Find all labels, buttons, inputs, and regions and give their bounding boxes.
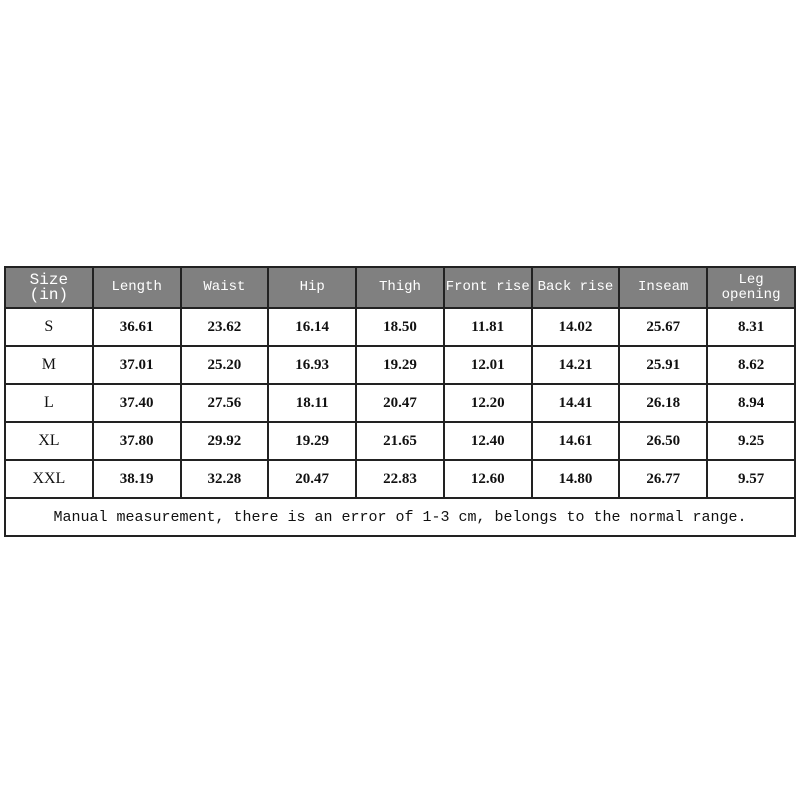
measurement-cell: 25.91: [618, 345, 709, 385]
size-chart-table: Size (in) Length Waist Hip Thigh Front rise Ba…: [4, 266, 796, 537]
size-cell: XXL: [4, 459, 94, 499]
measurement-note: Manual measurement, there is an error of…: [4, 497, 796, 537]
measurement-cell: 21.65: [355, 421, 445, 461]
measurement-cell: 36.61: [91, 307, 182, 347]
measurement-cell: 26.50: [618, 421, 709, 461]
measurement-cell: 12.60: [442, 459, 533, 499]
size-cell: S: [4, 307, 94, 347]
measurement-cell: 18.50: [355, 307, 445, 347]
header-thigh: Thigh: [355, 266, 445, 309]
measurement-cell: 12.20: [442, 383, 533, 423]
measurement-cell: 37.80: [91, 421, 182, 461]
measurement-cell: 12.40: [442, 421, 533, 461]
measurement-cell: 20.47: [355, 383, 445, 423]
measurement-cell: 27.56: [179, 383, 270, 423]
measurement-cell: 14.21: [530, 345, 621, 385]
measurement-cell: 11.81: [442, 307, 533, 347]
table-row: XL 37.80 29.92 19.29 21.65 12.40 14.61 26.50 9.2…: [4, 421, 796, 461]
measurement-cell: 18.11: [267, 383, 358, 423]
measurement-cell: 16.93: [267, 345, 358, 385]
measurement-cell: 22.83: [355, 459, 445, 499]
measurement-cell: 20.47: [267, 459, 358, 499]
size-cell: L: [4, 383, 94, 423]
measurement-cell: 9.25: [706, 421, 796, 461]
measurement-cell: 8.94: [706, 383, 796, 423]
table-row: L 37.40 27.56 18.11 20.47 12.20 14.41 26.18 8.94: [4, 383, 796, 423]
measurement-cell: 25.67: [618, 307, 709, 347]
header-row: Size (in) Length Waist Hip Thigh Front rise Ba…: [4, 266, 796, 309]
header-front-rise: Front rise: [442, 266, 533, 309]
measurement-cell: 14.80: [530, 459, 621, 499]
size-cell: M: [4, 345, 94, 385]
measurement-cell: 23.62: [179, 307, 270, 347]
header-back-rise: Back rise: [530, 266, 621, 309]
header-length: Length: [91, 266, 182, 309]
measurement-cell: 14.02: [530, 307, 621, 347]
table-row: M 37.01 25.20 16.93 19.29 12.01 14.21 25.91 8.62: [4, 345, 796, 385]
measurement-cell: 12.01: [442, 345, 533, 385]
measurement-cell: 14.61: [530, 421, 621, 461]
header-size-line1: Size: [29, 270, 69, 289]
header-size: Size (in): [4, 266, 94, 309]
measurement-cell: 29.92: [179, 421, 270, 461]
measurement-cell: 8.31: [706, 307, 796, 347]
measurement-cell: 26.77: [618, 459, 709, 499]
size-cell: XL: [4, 421, 94, 461]
note-row: Manual measurement, there is an error of…: [4, 497, 796, 537]
header-waist: Waist: [179, 266, 270, 309]
measurement-cell: 8.62: [706, 345, 796, 385]
measurement-cell: 19.29: [267, 421, 358, 461]
measurement-cell: 26.18: [618, 383, 709, 423]
measurement-cell: 32.28: [179, 459, 270, 499]
header-size-line2: (in): [29, 285, 69, 304]
measurement-cell: 14.41: [530, 383, 621, 423]
table-row: S 36.61 23.62 16.14 18.50 11.81 14.02 25.67 8.31: [4, 307, 796, 347]
measurement-cell: 37.01: [91, 345, 182, 385]
header-inseam: Inseam: [618, 266, 709, 309]
header-hip: Hip: [267, 266, 358, 309]
measurement-cell: 25.20: [179, 345, 270, 385]
measurement-cell: 16.14: [267, 307, 358, 347]
measurement-cell: 19.29: [355, 345, 445, 385]
measurement-cell: 38.19: [91, 459, 182, 499]
table-row: XXL 38.19 32.28 20.47 22.83 12.60 14.80 26.77 9.…: [4, 459, 796, 499]
measurement-cell: 37.40: [91, 383, 182, 423]
header-leg-opening: Leg opening: [706, 266, 796, 309]
measurement-cell: 9.57: [706, 459, 796, 499]
